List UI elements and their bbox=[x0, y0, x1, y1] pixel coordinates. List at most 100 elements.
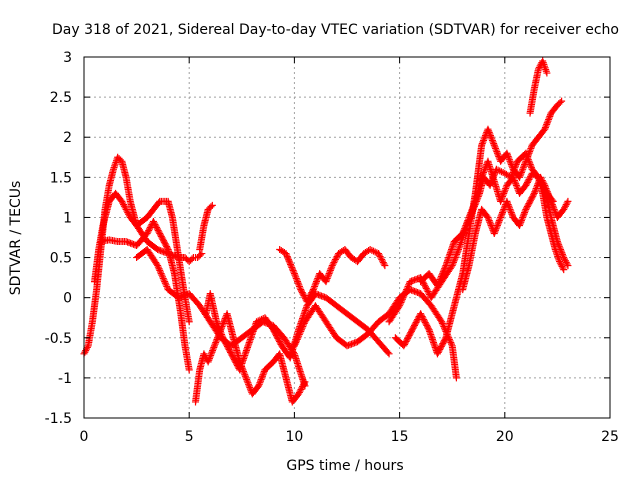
data-point bbox=[158, 271, 166, 279]
data-point bbox=[255, 380, 263, 388]
data-point bbox=[546, 111, 554, 119]
data-point bbox=[498, 210, 506, 218]
data-point bbox=[206, 353, 214, 361]
data-point bbox=[466, 210, 474, 218]
data-point bbox=[485, 215, 493, 223]
data-point bbox=[333, 253, 341, 261]
data-point bbox=[560, 205, 568, 213]
data-point bbox=[488, 135, 496, 143]
data-point bbox=[521, 209, 529, 217]
data-point bbox=[375, 251, 383, 259]
data-point bbox=[216, 327, 224, 335]
data-point bbox=[521, 159, 529, 167]
data-point bbox=[461, 223, 469, 231]
data-point bbox=[295, 388, 303, 396]
data-point bbox=[433, 282, 441, 290]
data-point bbox=[478, 141, 486, 149]
data-point bbox=[492, 226, 500, 234]
chart-title: Day 318 of 2021, Sidereal Day-to-day VTE… bbox=[52, 22, 619, 38]
data-point bbox=[311, 282, 319, 290]
series-track-9 bbox=[290, 286, 460, 382]
data-point bbox=[563, 260, 571, 268]
data-point bbox=[543, 120, 551, 128]
data-point bbox=[541, 64, 549, 72]
data-point bbox=[526, 174, 534, 182]
data-point bbox=[494, 151, 502, 159]
data-point bbox=[312, 279, 320, 287]
data-point bbox=[504, 201, 512, 209]
data-point bbox=[553, 251, 561, 259]
data-point bbox=[375, 250, 383, 258]
data-point bbox=[215, 324, 223, 332]
data-point bbox=[398, 295, 406, 303]
y-tick-label: 2.5 bbox=[50, 90, 72, 106]
data-point bbox=[312, 278, 320, 286]
data-point bbox=[451, 255, 459, 263]
data-point bbox=[523, 180, 531, 188]
y-axis-label: SDTVAR / TECUs bbox=[8, 181, 24, 296]
data-point bbox=[255, 382, 263, 390]
data-point bbox=[143, 229, 151, 237]
data-point bbox=[243, 375, 251, 383]
data-point bbox=[157, 270, 165, 278]
x-tick-label: 15 bbox=[391, 429, 409, 445]
data-point bbox=[508, 210, 516, 218]
data-point bbox=[540, 127, 548, 135]
data-point bbox=[467, 209, 475, 217]
data-point bbox=[541, 125, 549, 133]
data-point bbox=[298, 287, 306, 295]
data-point bbox=[487, 221, 495, 229]
data-point bbox=[239, 367, 247, 375]
data-point bbox=[491, 143, 499, 151]
data-point bbox=[241, 372, 249, 380]
data-point bbox=[298, 384, 306, 392]
data-point bbox=[437, 274, 445, 282]
data-point bbox=[485, 127, 493, 135]
data-point bbox=[439, 268, 447, 276]
data-point bbox=[500, 205, 508, 213]
data-point bbox=[471, 199, 479, 207]
data-point bbox=[507, 159, 515, 167]
data-point bbox=[330, 259, 338, 267]
data-point bbox=[498, 193, 506, 201]
data-point bbox=[329, 260, 337, 268]
data-point bbox=[486, 181, 494, 189]
data-point bbox=[301, 378, 309, 386]
data-point bbox=[404, 282, 412, 290]
data-point bbox=[403, 286, 411, 294]
series-track-12 bbox=[417, 157, 572, 290]
data-point bbox=[464, 217, 472, 225]
data-point bbox=[188, 255, 196, 263]
data-point bbox=[213, 319, 221, 327]
data-point bbox=[488, 136, 496, 144]
data-point bbox=[523, 178, 531, 186]
data-point bbox=[401, 289, 409, 297]
data-point bbox=[153, 260, 161, 268]
data-point bbox=[152, 222, 160, 230]
data-point bbox=[507, 160, 515, 168]
data-point bbox=[368, 246, 376, 254]
data-point bbox=[470, 201, 478, 209]
data-point bbox=[287, 260, 295, 268]
data-point bbox=[521, 160, 529, 168]
y-tick-label: 2 bbox=[63, 130, 72, 146]
data-point bbox=[120, 202, 128, 210]
data-point bbox=[516, 221, 524, 229]
x-tick-label: 20 bbox=[496, 429, 514, 445]
data-point bbox=[516, 220, 524, 228]
data-point bbox=[296, 284, 304, 292]
data-point bbox=[517, 170, 525, 178]
data-point bbox=[122, 205, 130, 213]
data-point bbox=[505, 156, 513, 164]
data-point bbox=[311, 281, 319, 289]
data-point bbox=[562, 201, 570, 209]
data-point bbox=[497, 168, 505, 176]
data-point bbox=[245, 382, 253, 390]
data-point bbox=[253, 318, 261, 326]
data-point bbox=[552, 247, 560, 255]
data-point bbox=[112, 158, 120, 166]
data-point bbox=[543, 69, 551, 77]
data-point bbox=[295, 281, 303, 289]
data-point bbox=[295, 390, 303, 398]
data-point bbox=[295, 332, 303, 340]
